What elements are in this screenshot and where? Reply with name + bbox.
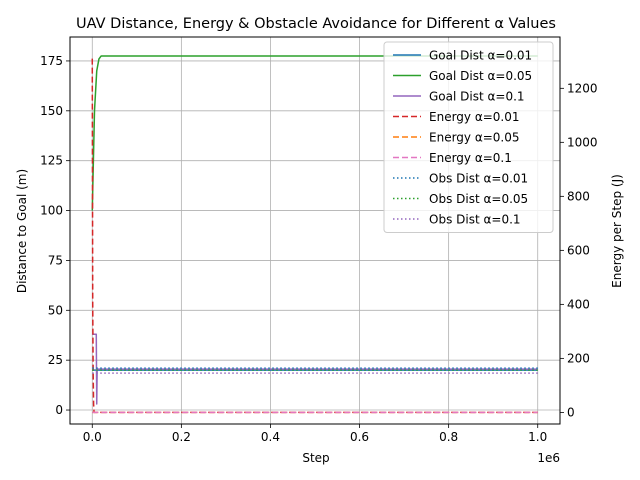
y-right-tick-label: 800 bbox=[567, 189, 590, 203]
legend-entry: Obs Dist α=0.05 bbox=[429, 192, 528, 206]
plot-frame bbox=[69, 36, 561, 425]
x-tick-label: 0.0 bbox=[83, 430, 102, 444]
series-layer bbox=[91, 55, 538, 414]
y-left-tick-label: 175 bbox=[40, 54, 63, 68]
legend-entry: Obs Dist α=0.1 bbox=[429, 213, 521, 227]
legend-entry: Energy α=0.01 bbox=[429, 110, 520, 124]
ticks-layer: 0.0 0.2 0.4 0.6 0.8 1.0 0 25 50 75 100 125 150 175 0 20… bbox=[40, 54, 597, 444]
y-right-tick-label: 1200 bbox=[567, 81, 598, 95]
series-line bbox=[92, 333, 538, 405]
y-right-tick-label: 600 bbox=[567, 243, 590, 257]
legend-entry: Goal Dist α=0.05 bbox=[429, 69, 532, 83]
x-tick-label: 0.4 bbox=[261, 430, 280, 444]
y-left-tick-label: 50 bbox=[48, 303, 63, 317]
legend-entry: Energy α=0.1 bbox=[429, 151, 512, 165]
legend: Goal Dist α=0.01 Goal Dist α=0.05 Goal Dis… bbox=[383, 41, 554, 233]
y-left-tick-label: 100 bbox=[40, 204, 63, 218]
y-left-tick-label: 25 bbox=[48, 353, 63, 367]
y-left-tick-label: 150 bbox=[40, 104, 63, 118]
y-left-tick-label: 0 bbox=[55, 403, 63, 417]
x-tick-label: 0.2 bbox=[172, 430, 191, 444]
legend-box bbox=[383, 41, 554, 233]
y-axis-right-label: Energy per Step (J) bbox=[610, 174, 624, 288]
legend-entry: Goal Dist α=0.1 bbox=[429, 90, 525, 104]
x-axis-label: Step bbox=[302, 451, 329, 465]
y-left-tick-label: 125 bbox=[40, 154, 63, 168]
y-axis-left-label: Distance to Goal (m) bbox=[15, 169, 29, 293]
y-right-tick-label: 0 bbox=[567, 405, 575, 419]
series-line bbox=[91, 55, 538, 211]
y-right-tick-label: 1000 bbox=[567, 135, 598, 149]
legend-entry: Goal Dist α=0.01 bbox=[429, 49, 532, 63]
legend-entry: Energy α=0.05 bbox=[429, 131, 520, 145]
legend-entry: Obs Dist α=0.01 bbox=[429, 172, 528, 186]
chart-title: UAV Distance, Energy & Obstacle Avoidanc… bbox=[76, 16, 556, 32]
x-tick-label: 0.8 bbox=[439, 430, 458, 444]
x-axis-offset-label: 1e6 bbox=[537, 451, 560, 465]
y-left-tick-label: 75 bbox=[48, 253, 63, 267]
x-tick-label: 1.0 bbox=[528, 430, 547, 444]
x-tick-label: 0.6 bbox=[350, 430, 369, 444]
y-right-tick-label: 200 bbox=[567, 351, 590, 365]
y-right-tick-label: 400 bbox=[567, 297, 590, 311]
